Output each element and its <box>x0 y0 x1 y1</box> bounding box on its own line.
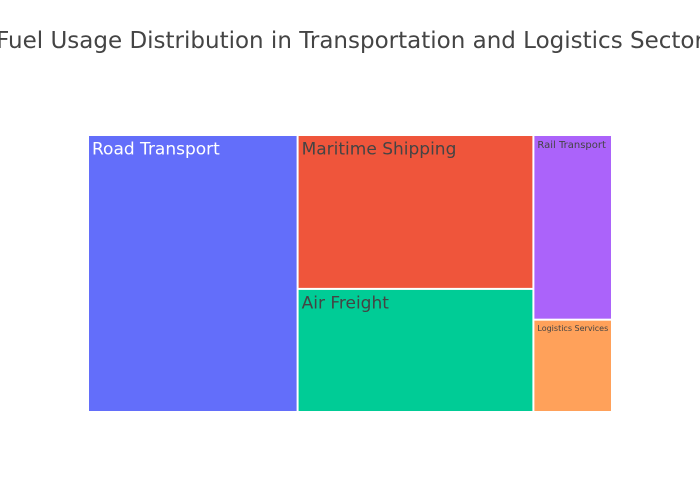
treemap-tile-logistics-services[interactable] <box>534 320 611 411</box>
treemap-tile-road-transport[interactable] <box>89 136 297 411</box>
treemap-label-air-freight: Air Freight <box>302 294 390 314</box>
treemap-label-logistics-services: Logistics Services <box>537 324 608 333</box>
treemap-label-maritime-shipping: Maritime Shipping <box>302 140 457 160</box>
treemap-tile-rail-transport[interactable] <box>534 136 611 319</box>
treemap-label-rail-transport: Rail Transport <box>537 140 606 151</box>
treemap-tile-air-freight[interactable] <box>298 289 533 411</box>
treemap-label-road-transport: Road Transport <box>92 140 220 160</box>
chart-title: Fuel Usage Distribution in Transportatio… <box>0 28 700 54</box>
treemap-tile-maritime-shipping[interactable] <box>298 136 533 288</box>
